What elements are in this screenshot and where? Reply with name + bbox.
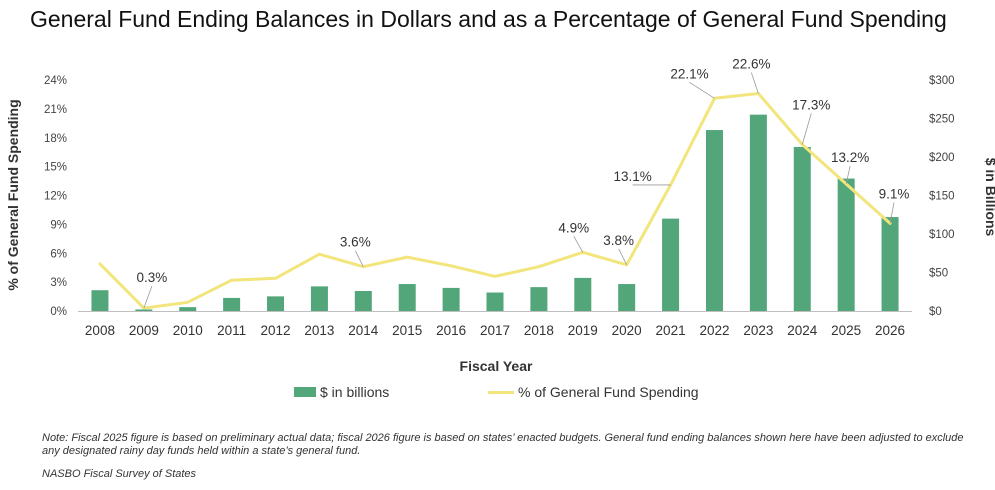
x-tick-label: 2022 [699,323,729,338]
x-tick-label: 2023 [743,323,773,338]
left-axis-tick-label: 21% [44,104,67,116]
data-label: 22.6% [732,56,770,71]
right-axis-tick-label: $0 [929,306,942,318]
x-axis-title: Fiscal Year [460,358,533,374]
data-label-leader [354,250,364,267]
bar [267,296,285,311]
left-axis-tick-label: 6% [50,248,67,260]
data-label: 3.6% [340,235,371,250]
bar [793,146,811,311]
x-tick-label: 2017 [480,323,510,338]
left-axis-tick-label: 15% [44,162,67,174]
legend-line-label: % of General Fund Spending [518,384,699,400]
legend-line-swatch [488,390,514,394]
data-label: 4.9% [558,220,589,235]
bar [354,290,372,311]
x-tick-label: 2025 [831,323,861,338]
bar [486,292,504,311]
chart: 0% 3% 6% 9% 12% 15% 18% 21% 24% $0 $50 $100 $150 $200… [5,56,995,374]
bar [223,297,241,311]
bar [135,309,153,311]
data-label-leader [689,81,715,99]
bar [574,277,592,311]
bar [310,286,328,311]
data-label: 13.1% [613,169,651,184]
data-label: 0.3% [136,270,167,285]
bar [91,290,109,311]
x-tick-label: 2021 [656,323,686,338]
bar [398,284,416,311]
bar [662,218,680,311]
chart-title: General Fund Ending Balances in Dollars … [30,6,947,32]
data-label: 13.2% [831,150,869,165]
legend-item-line: % of General Fund Spending [488,382,699,402]
right-axis-title: $ in Billions [983,158,995,237]
legend-item-bars: $ in billions [294,382,389,402]
data-label-leader [845,165,851,185]
x-tick-label: 2009 [129,323,159,338]
left-axis-tick-label: 18% [44,133,67,145]
x-tick-label: 2015 [392,323,422,338]
x-tick-label: 2011 [217,323,246,338]
right-axis-tick-label: $100 [929,229,955,241]
x-tick-label: 2019 [568,323,598,338]
bar [749,114,767,312]
x-tick-label: 2012 [261,323,291,338]
left-axis-tick-label: 24% [44,75,67,87]
x-tick-label: 2026 [875,323,905,338]
right-axis-tick-label: $200 [929,152,955,164]
data-label-leader [143,285,153,309]
left-axis-tick-label: 3% [50,277,67,289]
x-tick-label: 2020 [612,323,642,338]
data-label-leader [618,248,628,265]
bar [179,307,197,311]
bar [530,287,548,311]
bar [705,130,723,311]
bar [442,287,460,311]
bar [881,217,899,311]
left-axis-tick-label: 12% [44,191,67,203]
x-tick-label: 2016 [436,323,466,338]
bar [837,178,855,311]
percent-line [98,92,892,310]
bar [618,284,636,311]
data-label-leader [750,72,759,94]
x-tick-label: 2018 [524,323,554,338]
right-axis-tick-label: $250 [929,114,955,126]
data-label: 22.1% [670,66,708,81]
data-label-leader [889,202,895,224]
x-tick-label: 2010 [173,323,203,338]
x-tick-label: 2024 [787,323,818,338]
data-label-leader [573,236,584,253]
right-axis-tick-label: $50 [929,268,948,280]
data-label: 3.8% [603,233,634,248]
left-axis-tick-label: 0% [50,306,67,318]
source-note: NASBO Fiscal Survey of States [42,468,197,480]
x-tick-label: 2013 [304,323,334,338]
x-tick-label: 2008 [85,323,115,338]
data-label: 17.3% [792,97,830,112]
legend-bar-swatch [294,387,316,397]
data-label-leader [801,113,812,145]
right-axis-tick-label: $300 [929,75,955,87]
legend-bar-label: $ in billions [320,384,390,400]
footnote: Note: Fiscal 2025 figure is based on pre… [42,432,964,457]
left-axis-title: % of General Fund Spending [5,99,21,290]
data-label: 9.1% [879,186,910,201]
right-axis-tick-label: $150 [929,191,955,203]
left-axis-tick-label: 9% [50,219,67,231]
x-tick-label: 2014 [348,323,379,338]
